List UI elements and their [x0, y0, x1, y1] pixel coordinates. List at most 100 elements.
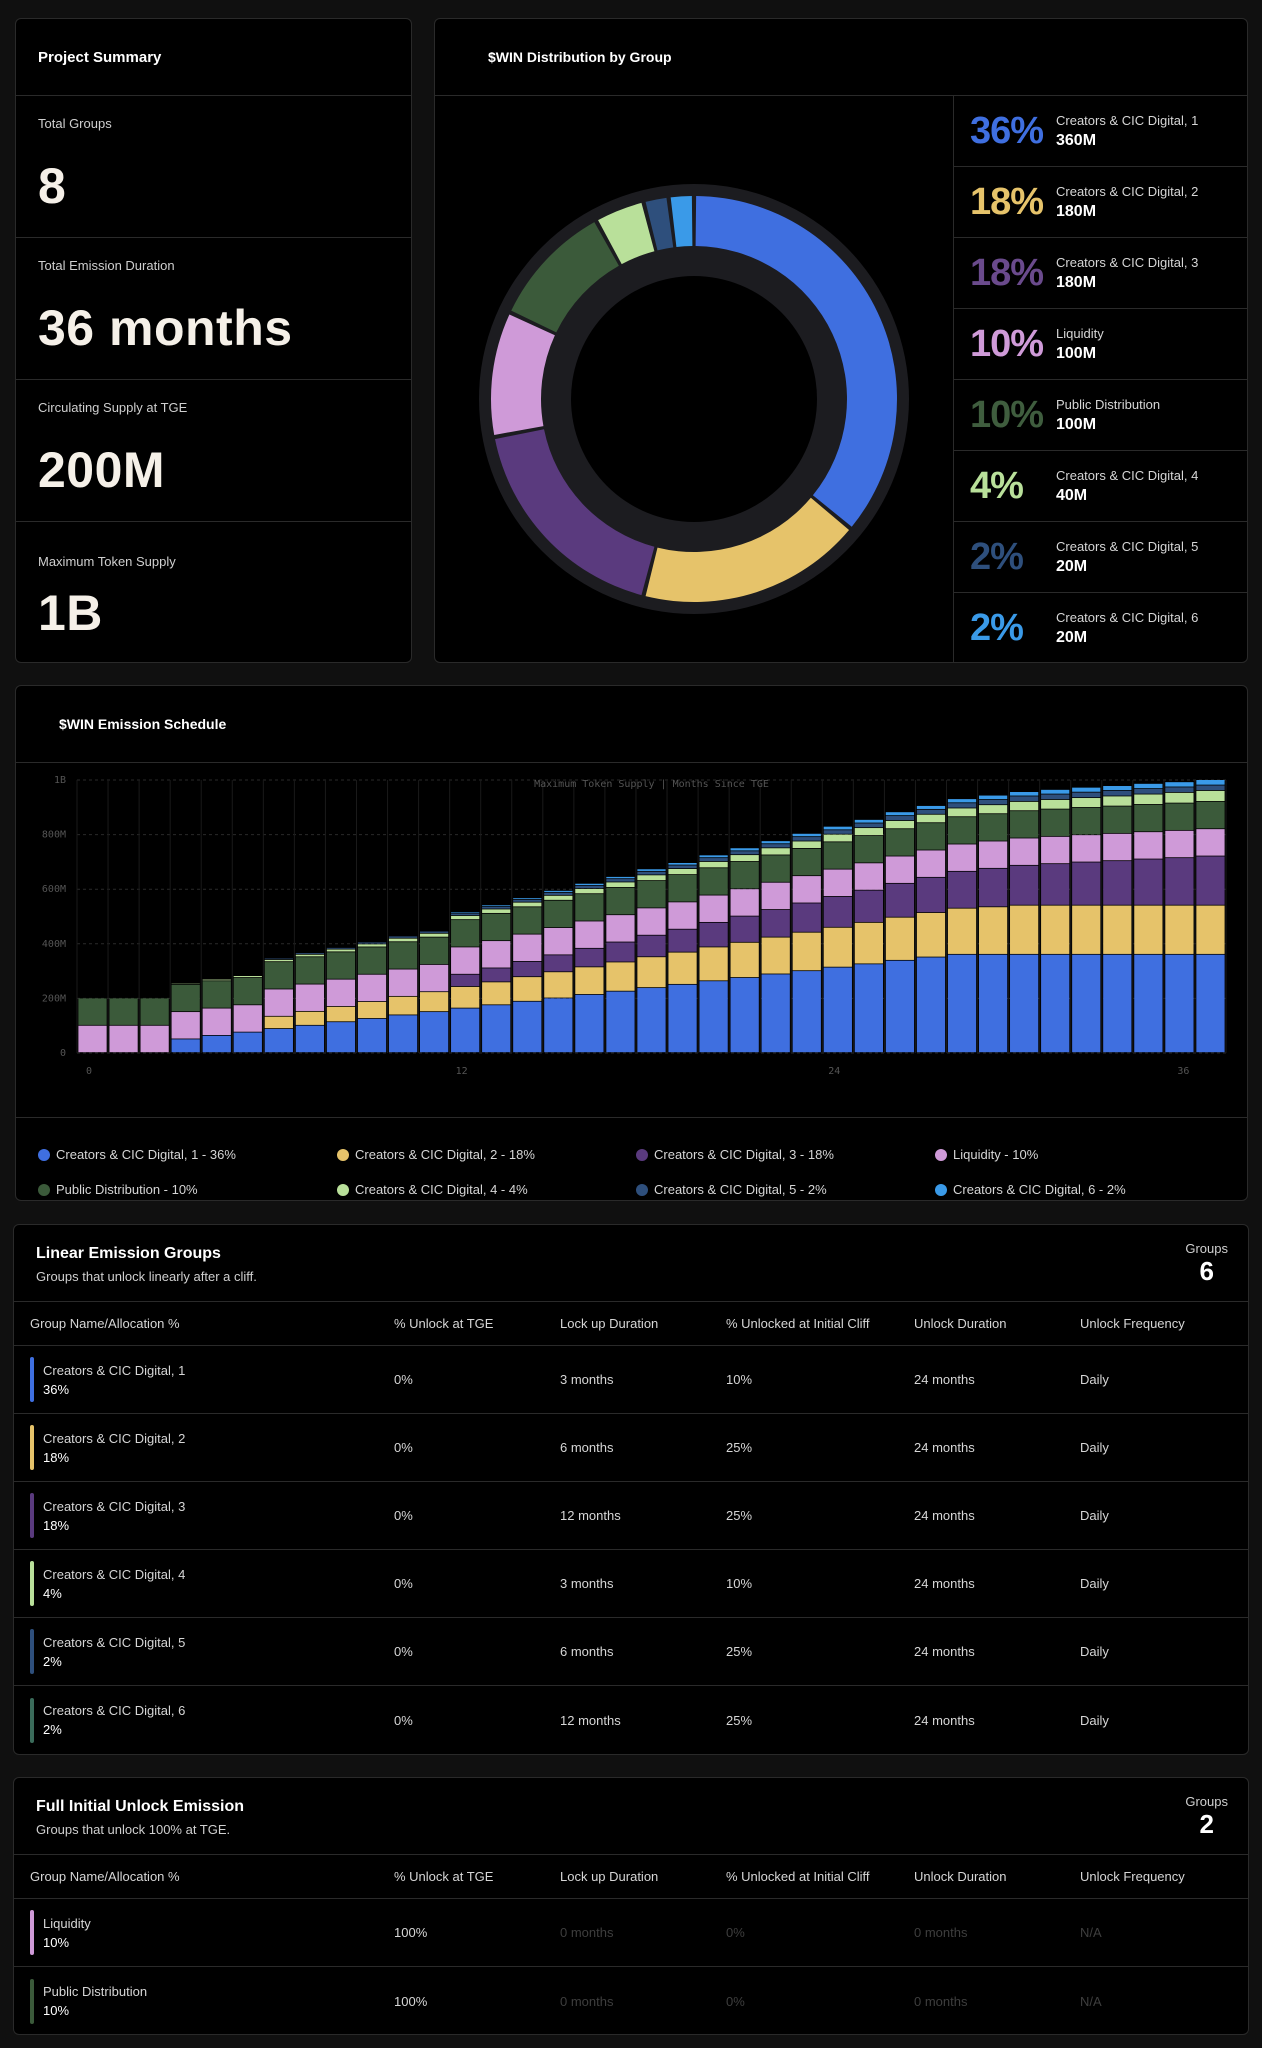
bar-segment-m5-s5 [233, 977, 262, 1005]
bar-segment-m17-s8 [606, 876, 635, 879]
legend-label: Liquidity - 10% [953, 1147, 1039, 1162]
bar-segment-m31-s2 [1041, 905, 1070, 954]
group-color-bar [30, 1697, 34, 1743]
cliff-cell: 10% [726, 1576, 753, 1591]
bar-segment-m26-s6 [885, 820, 915, 829]
bar-segment-m6-s2 [264, 1016, 293, 1029]
bar-segment-m12-s2 [451, 986, 480, 1008]
bar-segment-m17-s6 [606, 882, 635, 888]
bar-segment-m13-s5 [482, 913, 511, 941]
bar-segment-m30-s7 [1010, 796, 1039, 802]
bar-segment-m3-s1 [171, 1039, 200, 1053]
bar-segment-m31-s7 [1041, 794, 1070, 800]
bar-segment-m26-s8 [885, 812, 915, 816]
bar-segment-m18-s7 [637, 871, 666, 875]
full-group-count: Groups 2 [1185, 1794, 1228, 1840]
bar-segment-m29-s7 [978, 799, 1008, 805]
distribution-legend-row: 36% Creators & CIC Digital, 1 360M [954, 96, 1247, 167]
bar-segment-m1-s4 [109, 1025, 138, 1053]
table-row: Creators & CIC Digital, 2 18% 0% 6 months 25… [14, 1414, 1248, 1482]
bar-segment-m5-s4 [233, 1005, 262, 1032]
bar-segment-m28-s3 [947, 871, 977, 908]
lockup-cell: 6 months [560, 1440, 614, 1455]
bar-segment-m31-s1 [1041, 954, 1070, 1053]
cliff-cell: 0% [726, 1993, 745, 2009]
bar-segment-m12-s3 [451, 974, 480, 987]
bar-segment-m10-s5 [388, 942, 418, 969]
bar-segment-m34-s3 [1134, 859, 1163, 905]
unlock-tge-cell: 0% [394, 1372, 413, 1387]
bar-segment-m27-s6 [916, 814, 946, 823]
bar-segment-m26-s1 [885, 960, 915, 1053]
bar-segment-m12-s1 [451, 1008, 480, 1053]
stat-value: 8 [38, 158, 67, 214]
bar-segment-m3-s4 [171, 1012, 200, 1039]
table-row: Creators & CIC Digital, 1 36% 0% 3 months 10… [14, 1346, 1248, 1414]
bar-segment-m15-s7 [544, 892, 573, 895]
emission-schedule-legend: Creators & CIC Digital, 1 - 36% Creators … [16, 1117, 1247, 1200]
bar-segment-m25-s4 [854, 863, 883, 890]
legend-group-amount: 20M [1056, 629, 1088, 646]
group-cell: Public Distribution 10% [14, 1978, 394, 2024]
stat-value: 36 months [38, 300, 293, 356]
bar-segment-m21-s7 [730, 851, 759, 855]
legend-group-amount: 40M [1056, 486, 1088, 504]
donut-slice-1 [695, 196, 897, 527]
legend-label: Public Distribution - 10% [56, 1182, 198, 1197]
linear-title: Linear Emission Groups [36, 1245, 221, 1262]
legend-percent: 36% [970, 109, 1044, 152]
distribution-title: $WIN Distribution by Group [435, 19, 1247, 96]
bar-segment-m30-s2 [1010, 905, 1039, 954]
bar-segment-m7-s2 [295, 1011, 325, 1025]
bar-segment-m8-s6 [326, 949, 356, 952]
lockup-cell: 0 months [560, 1993, 614, 2009]
group-allocation: 2% [43, 1722, 62, 1737]
bar-segment-m6-s6 [264, 959, 293, 962]
group-name: Public Distribution [43, 1984, 148, 1999]
bar-segment-m36-s4 [1196, 829, 1225, 856]
schedule-legend-item: Public Distribution - 10% [38, 1177, 337, 1200]
legend-info: Creators & CIC Digital, 1 360M [1056, 113, 1198, 150]
bar-segment-m14-s8 [513, 898, 542, 900]
col-group-name: Group Name/Allocation % [30, 1316, 180, 1331]
col-unlock-duration: Unlock Duration [914, 1316, 1007, 1331]
bar-segment-m17-s3 [606, 942, 635, 962]
legend-dot [38, 1148, 50, 1161]
donut-slice-5 [511, 222, 619, 333]
unlock-duration-cell: 0 months [914, 1925, 968, 1940]
unlock-duration-cell: 24 months [914, 1508, 975, 1523]
group-allocation: 10% [43, 2003, 70, 2018]
bar-segment-m30-s5 [1010, 811, 1039, 838]
bar-segment-m24-s7 [823, 830, 852, 834]
stat-max-supply: Maximum Token Supply 1B [16, 522, 411, 662]
col-unlock-duration: Unlock Duration [914, 1869, 1007, 1884]
col-lockup: Lock up Duration [560, 1316, 659, 1331]
unlock-frequency-cell: N/A [1080, 1993, 1102, 2009]
unlock-frequency-cell: Daily [1080, 1372, 1109, 1387]
bar-segment-m11-s7 [419, 931, 449, 933]
group-name: Creators & CIC Digital, 1 [43, 1362, 186, 1378]
group-name-block: Creators & CIC Digital, 4 4% [43, 1567, 185, 1601]
distribution-legend-row: 10% Public Distribution 100M [954, 380, 1247, 451]
bar-segment-m31-s8 [1041, 789, 1070, 794]
group-name: Liquidity [43, 1915, 91, 1931]
group-allocation: 18% [43, 1449, 70, 1465]
group-cell: Creators & CIC Digital, 4 4% [14, 1561, 394, 1606]
unlock-duration-cell: 24 months [914, 1712, 975, 1728]
cliff-cell: 10% [726, 1372, 753, 1387]
col-unlock-tge: % Unlock at TGE [394, 1316, 494, 1331]
bar-segment-m8-s2 [326, 1006, 356, 1022]
legend-info: Creators & CIC Digital, 2 180M [1056, 184, 1198, 221]
distribution-legend: 36% Creators & CIC Digital, 1 360M 18% Creat… [953, 96, 1247, 662]
legend-group-name: Creators & CIC Digital, 3 [1056, 254, 1199, 270]
emission-schedule-title: $WIN Emission Schedule [16, 686, 1247, 763]
bar-segment-m32-s4 [1072, 835, 1101, 862]
stat-label: Total Emission Duration [38, 258, 175, 273]
bar-segment-m18-s6 [637, 875, 666, 881]
legend-percent: 10% [970, 322, 1044, 365]
bar-segment-m32-s8 [1072, 787, 1101, 792]
bar-segment-m5-s1 [233, 1032, 262, 1053]
bar-segment-m21-s2 [730, 942, 759, 978]
bar-segment-m12-s4 [451, 947, 480, 974]
unlock-duration-cell: 0 months [914, 1993, 968, 2009]
